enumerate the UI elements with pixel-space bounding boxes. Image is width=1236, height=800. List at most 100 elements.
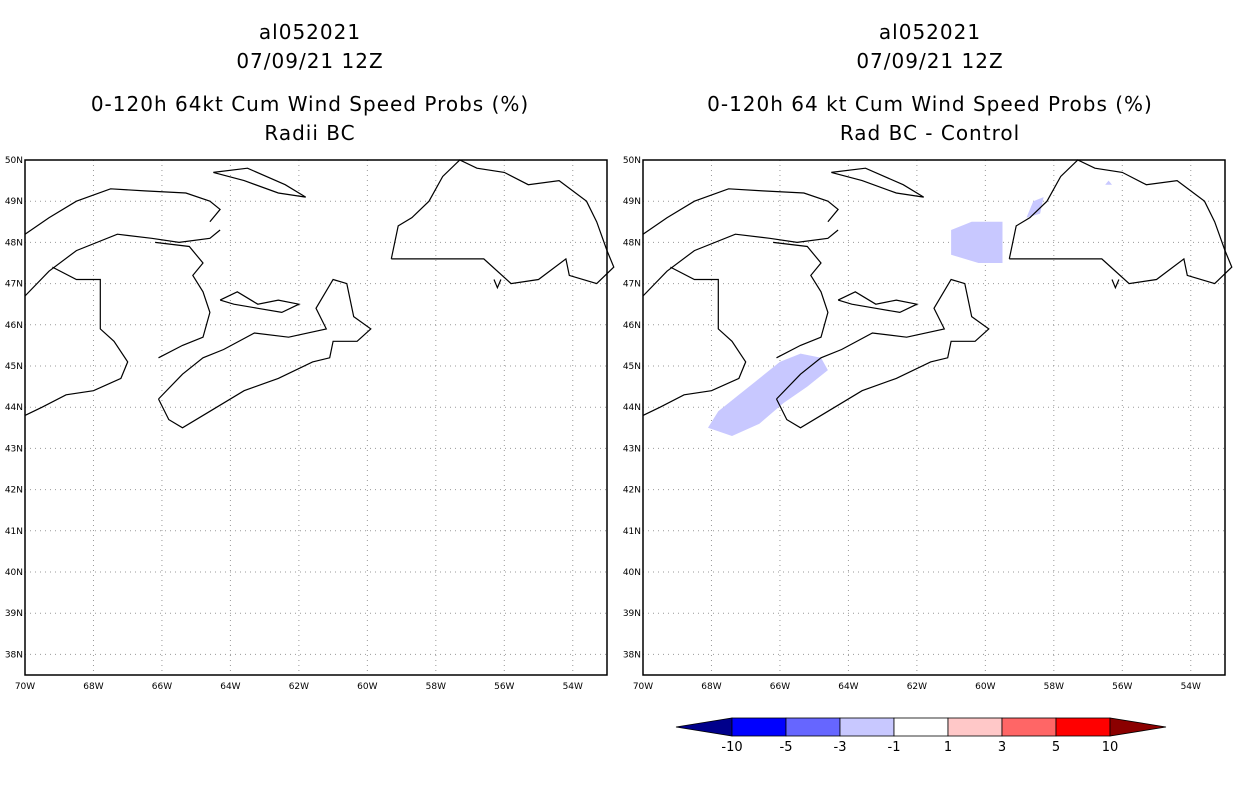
right-lon-label: 66W xyxy=(770,682,790,692)
colorbar-segment xyxy=(785,717,841,737)
right-coastline-3 xyxy=(642,266,747,416)
right-lat-label: 47N xyxy=(623,280,641,290)
colorbar-label: 1 xyxy=(944,740,952,755)
right-storm-id: al052021 xyxy=(878,20,982,44)
left-coastline-3 xyxy=(24,266,129,416)
left-coastline-2 xyxy=(24,229,221,297)
left-lat-label: 48N xyxy=(5,238,23,248)
colorbar-segment xyxy=(1001,717,1057,737)
left-lat-label: 44N xyxy=(5,403,23,413)
right-map-panel: 70W 68W 66W 64W 62W 60W 58W 56W 54W 50N 49N 48N 47N 4… xyxy=(623,156,1233,692)
left-coastline-1 xyxy=(24,188,221,235)
left-coastline-5 xyxy=(157,278,372,429)
right-gridlines xyxy=(642,159,1225,675)
probability-difference-area-4 xyxy=(1105,180,1112,185)
right-lat-label: 42N xyxy=(623,486,641,496)
colorbar-segment-min xyxy=(675,717,733,737)
left-lat-label: 49N xyxy=(5,197,23,207)
left-lat-label: 45N xyxy=(5,362,23,372)
right-lon-label: 70W xyxy=(633,682,653,692)
right-lon-label: 64W xyxy=(838,682,858,692)
colorbar-segment xyxy=(1055,717,1111,737)
colorbar-segment xyxy=(893,717,949,737)
right-map-frame xyxy=(642,159,1226,676)
right-datetime: 07/09/21 12Z xyxy=(856,49,1004,73)
right-coastline-7 xyxy=(831,167,925,198)
left-coastline-8 xyxy=(390,159,615,285)
left-coastline-7 xyxy=(213,167,307,198)
left-coastline-4 xyxy=(155,241,211,359)
right-lon-label: 62W xyxy=(907,682,927,692)
colorbar-label: 10 xyxy=(1102,740,1119,755)
left-lat-label: 41N xyxy=(5,527,23,537)
left-lon-label: 62W xyxy=(289,682,309,692)
left-lat-label: 39N xyxy=(5,609,23,619)
left-coastline-9 xyxy=(493,279,502,290)
colorbar: -10 -5 -3 -1 1 3 5 10 xyxy=(675,717,1167,755)
right-panel-title-block: al052021 07/09/21 12Z 0-120h 64 kt Cum W… xyxy=(640,18,1220,148)
left-gridlines xyxy=(24,159,607,675)
left-lon-label: 54W xyxy=(563,682,583,692)
right-lat-label: 40N xyxy=(623,568,641,578)
left-lat-label: 47N xyxy=(5,280,23,290)
right-lat-label: 38N xyxy=(623,650,641,660)
right-lat-label: 44N xyxy=(623,403,641,413)
left-map-frame xyxy=(24,159,608,676)
left-lon-label: 58W xyxy=(426,682,446,692)
right-coastline-5 xyxy=(775,278,990,429)
right-lon-label: 54W xyxy=(1181,682,1201,692)
colorbar-segment-max xyxy=(1109,717,1167,737)
left-lat-label: 42N xyxy=(5,486,23,496)
right-lon-label: 60W xyxy=(975,682,995,692)
colorbar-segment xyxy=(839,717,895,737)
left-coastline-6 xyxy=(219,291,301,314)
probability-difference-area-1 xyxy=(708,353,828,436)
left-panel-title-block: al052021 07/09/21 12Z 0-120h 64kt Cum Wi… xyxy=(20,18,600,148)
right-lon-label: 68W xyxy=(701,682,721,692)
right-coastline-8 xyxy=(1008,159,1233,285)
right-lat-label: 49N xyxy=(623,197,641,207)
left-lat-label: 50N xyxy=(5,156,23,166)
probability-difference-area-2 xyxy=(951,221,1003,263)
colorbar-segment xyxy=(947,717,1003,737)
colorbar-label: -10 xyxy=(721,740,742,755)
colorbar-label: 3 xyxy=(998,740,1006,755)
colorbar-label: -3 xyxy=(834,740,847,755)
left-lon-label: 64W xyxy=(220,682,240,692)
left-lat-label: 43N xyxy=(5,444,23,454)
left-lon-label: 68W xyxy=(83,682,103,692)
right-lon-label: 58W xyxy=(1044,682,1064,692)
right-lat-label: 43N xyxy=(623,444,641,454)
left-lat-label: 40N xyxy=(5,568,23,578)
left-datetime: 07/09/21 12Z xyxy=(236,49,384,73)
right-lon-label: 56W xyxy=(1112,682,1132,692)
left-lat-label: 38N xyxy=(5,650,23,660)
right-lat-label: 50N xyxy=(623,156,641,166)
right-coastline-4 xyxy=(773,241,829,359)
right-subtitle: Rad BC - Control xyxy=(839,121,1021,145)
colorbar-label: -5 xyxy=(780,740,793,755)
left-title: 0-120h 64kt Cum Wind Speed Probs (%) xyxy=(90,92,530,116)
left-lon-label: 56W xyxy=(494,682,514,692)
probability-difference-area-3 xyxy=(1026,197,1044,218)
right-lat-label: 39N xyxy=(623,609,641,619)
colorbar-label: -1 xyxy=(888,740,901,755)
left-map-panel: 70W 68W 66W 64W 62W 60W 58W 56W 54W 50N 49N 48N 47N 4… xyxy=(5,156,615,692)
left-lon-label: 60W xyxy=(357,682,377,692)
right-coastline-6 xyxy=(837,291,919,314)
colorbar-label: 5 xyxy=(1052,740,1060,755)
right-title: 0-120h 64 kt Cum Wind Speed Probs (%) xyxy=(707,92,1153,116)
right-lat-label: 46N xyxy=(623,321,641,331)
left-lat-label: 46N xyxy=(5,321,23,331)
right-coastline-9 xyxy=(1111,279,1120,290)
left-lon-label: 66W xyxy=(152,682,172,692)
right-coastline-1 xyxy=(642,188,839,235)
colorbar-segment xyxy=(731,717,787,737)
left-subtitle: Radii BC xyxy=(264,121,356,145)
left-lon-label: 70W xyxy=(15,682,35,692)
right-lat-label: 45N xyxy=(623,362,641,372)
right-coastline-2 xyxy=(642,229,839,297)
left-storm-id: al052021 xyxy=(258,20,362,44)
right-lat-label: 48N xyxy=(623,238,641,248)
